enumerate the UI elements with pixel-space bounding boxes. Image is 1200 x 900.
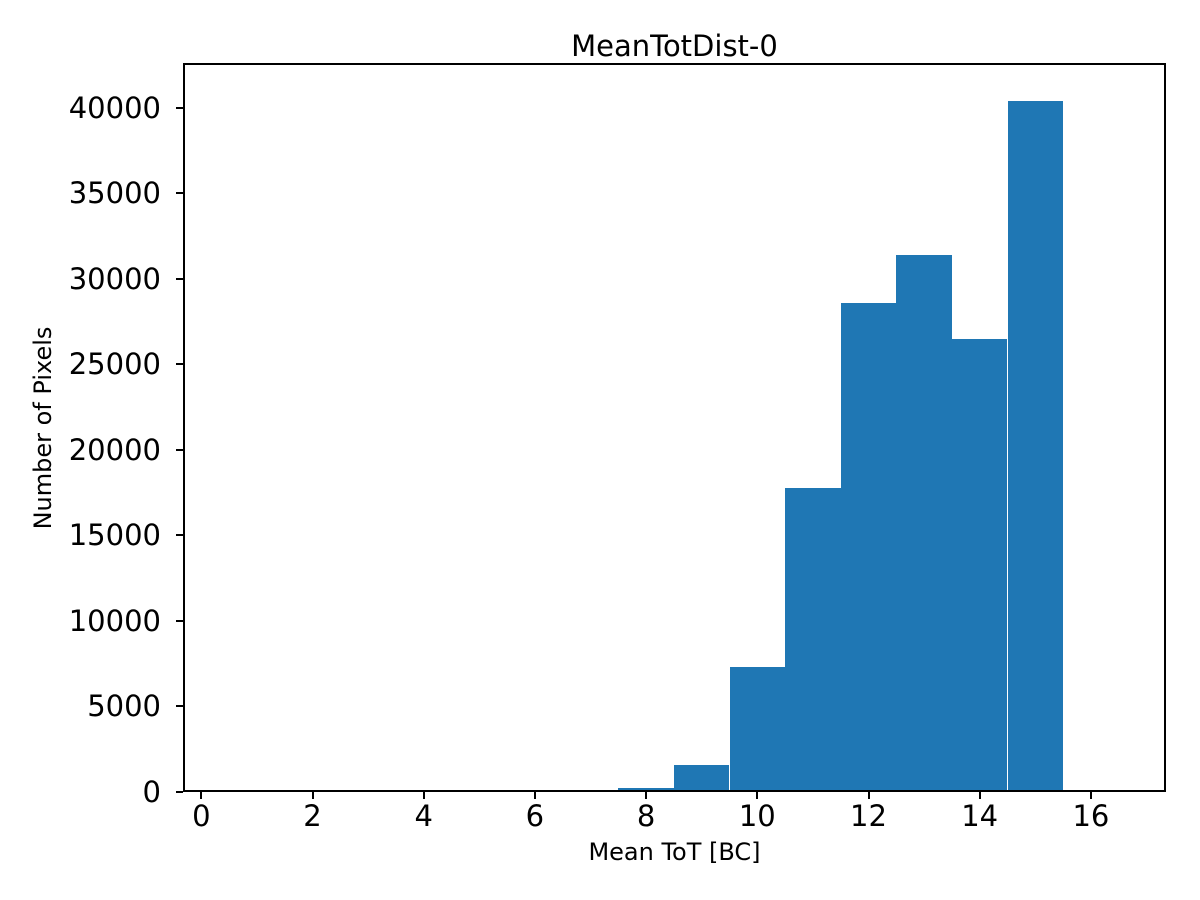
y-tick-label: 40000: [68, 90, 161, 125]
y-tick-label: 10000: [68, 603, 161, 638]
x-tick-label: 0: [192, 799, 211, 833]
x-tick-label: 10: [738, 799, 776, 833]
y-tick-mark: [176, 363, 183, 366]
x-tick-mark: [533, 792, 536, 799]
x-tick-mark: [422, 792, 425, 799]
x-axis-label: Mean ToT [BC]: [588, 838, 761, 866]
y-tick-label: 20000: [68, 432, 161, 467]
x-tick-label: 16: [1072, 799, 1110, 833]
x-tick-mark: [756, 792, 759, 799]
y-tick-label: 35000: [68, 176, 161, 211]
y-tick-mark: [176, 791, 183, 793]
y-tick-mark: [176, 534, 183, 537]
y-tick-mark: [176, 448, 183, 451]
x-tick-label: 6: [525, 799, 545, 833]
histogram-bar: [673, 764, 730, 792]
y-tick-label: 0: [142, 775, 161, 809]
y-tick-label: 15000: [68, 518, 161, 553]
histogram-bar: [618, 787, 674, 792]
x-tick-label: 14: [961, 799, 999, 833]
x-tick-label: 4: [414, 799, 433, 833]
y-tick-label: 30000: [68, 261, 161, 296]
y-tick-mark: [176, 192, 183, 195]
y-tick-label: 25000: [68, 347, 161, 382]
x-tick-label: 2: [303, 799, 322, 833]
histogram-bar: [729, 667, 786, 792]
x-tick-mark: [311, 792, 314, 799]
x-tick-mark: [978, 792, 981, 799]
chart-title: MeanTotDist-0: [571, 29, 778, 63]
x-tick-mark: [867, 792, 870, 799]
y-tick-mark: [176, 619, 183, 622]
x-tick-mark: [200, 792, 203, 799]
x-tick-mark: [1089, 792, 1092, 799]
histogram-bar: [951, 338, 1008, 792]
y-tick-mark: [176, 277, 183, 280]
x-tick-label: 12: [850, 799, 887, 833]
x-tick-mark: [645, 792, 648, 799]
x-tick-label: 8: [636, 799, 656, 833]
histogram-bar: [1007, 100, 1064, 792]
y-tick-mark: [176, 705, 183, 708]
y-tick-label: 5000: [87, 689, 161, 724]
histogram-bar: [840, 302, 897, 792]
histogram-bar: [785, 488, 841, 793]
y-tick-mark: [176, 106, 183, 109]
histogram-bar: [896, 254, 952, 792]
